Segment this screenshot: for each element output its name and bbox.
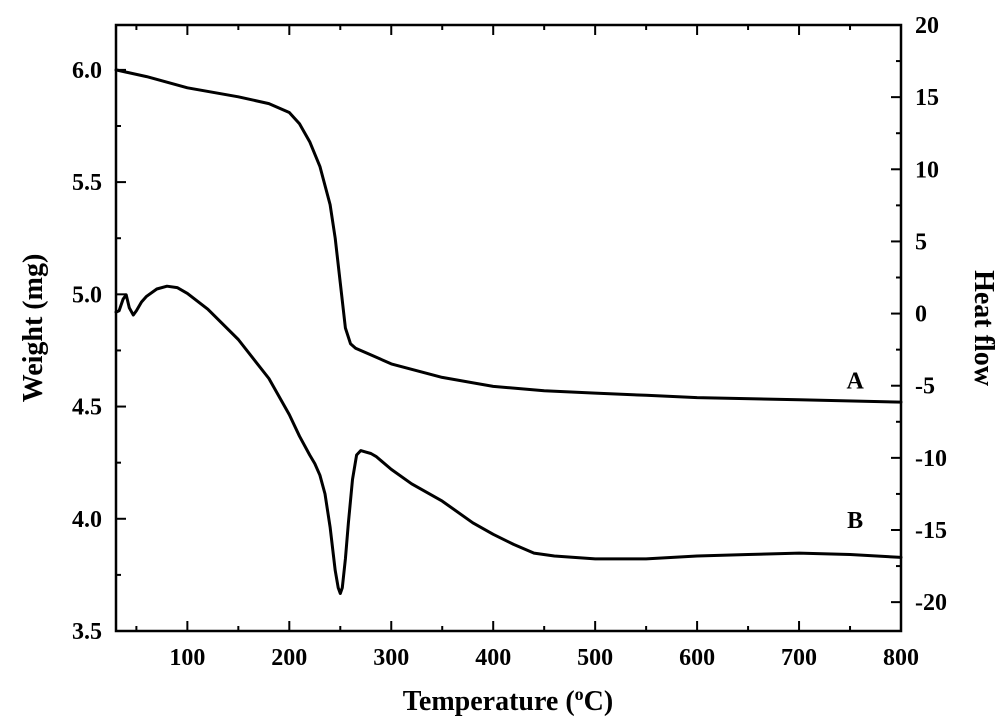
y-right-tick-label: -5	[915, 374, 935, 400]
x-tick-label: 100	[169, 645, 205, 671]
series-line-A	[114, 68, 903, 404]
x-axis-title-main: Temperature (	[403, 686, 575, 717]
series-line-B	[114, 284, 903, 595]
x-tick-label: 200	[271, 645, 307, 671]
x-tick-label: 800	[883, 645, 919, 671]
x-axis-title-end: C)	[584, 686, 614, 717]
y-left-axis-title: Weight (mg)	[18, 254, 49, 403]
plot-frame	[114, 23, 903, 633]
y-right-tick-label: 0	[915, 302, 927, 328]
y-left-tick-label: 6.0	[72, 58, 102, 84]
y-left-tick-label: 5.5	[72, 170, 102, 196]
x-tick-label: 300	[373, 645, 409, 671]
y-right-tick-label: -20	[915, 590, 947, 616]
y-left-tick-label: 5.0	[72, 282, 102, 308]
y-left-tick-label: 3.5	[72, 619, 102, 645]
x-tick-label: 700	[781, 645, 817, 671]
series-layer	[114, 68, 903, 595]
y-right-tick-label: -15	[915, 518, 947, 544]
y-right-tick-label: 15	[915, 85, 939, 111]
x-axis-title: Temperature (oC)	[403, 684, 613, 717]
y-left-tick-label: 4.0	[72, 507, 102, 533]
y-right-tick-label: 5	[915, 229, 927, 255]
tick-labels-layer: 100 200 300 400 500 600 700 8003.54.04.55.05.56…	[72, 13, 947, 671]
x-tick-label: 400	[475, 645, 511, 671]
y-right-tick-label: 10	[915, 157, 939, 183]
y-right-tick-label: -10	[915, 446, 947, 472]
x-axis-title-sup: o	[575, 684, 584, 704]
annotations-layer: AB	[846, 369, 864, 534]
curve-label-A: A	[846, 369, 864, 395]
y-left-tick-label: 4.5	[72, 395, 102, 421]
x-tick-label: 600	[679, 645, 715, 671]
ticks-layer	[116, 24, 902, 632]
y-right-axis-title: Heat flow	[968, 270, 999, 387]
y-right-tick-label: 20	[915, 13, 939, 39]
curve-label-B: B	[847, 508, 863, 534]
x-tick-label: 500	[577, 645, 613, 671]
